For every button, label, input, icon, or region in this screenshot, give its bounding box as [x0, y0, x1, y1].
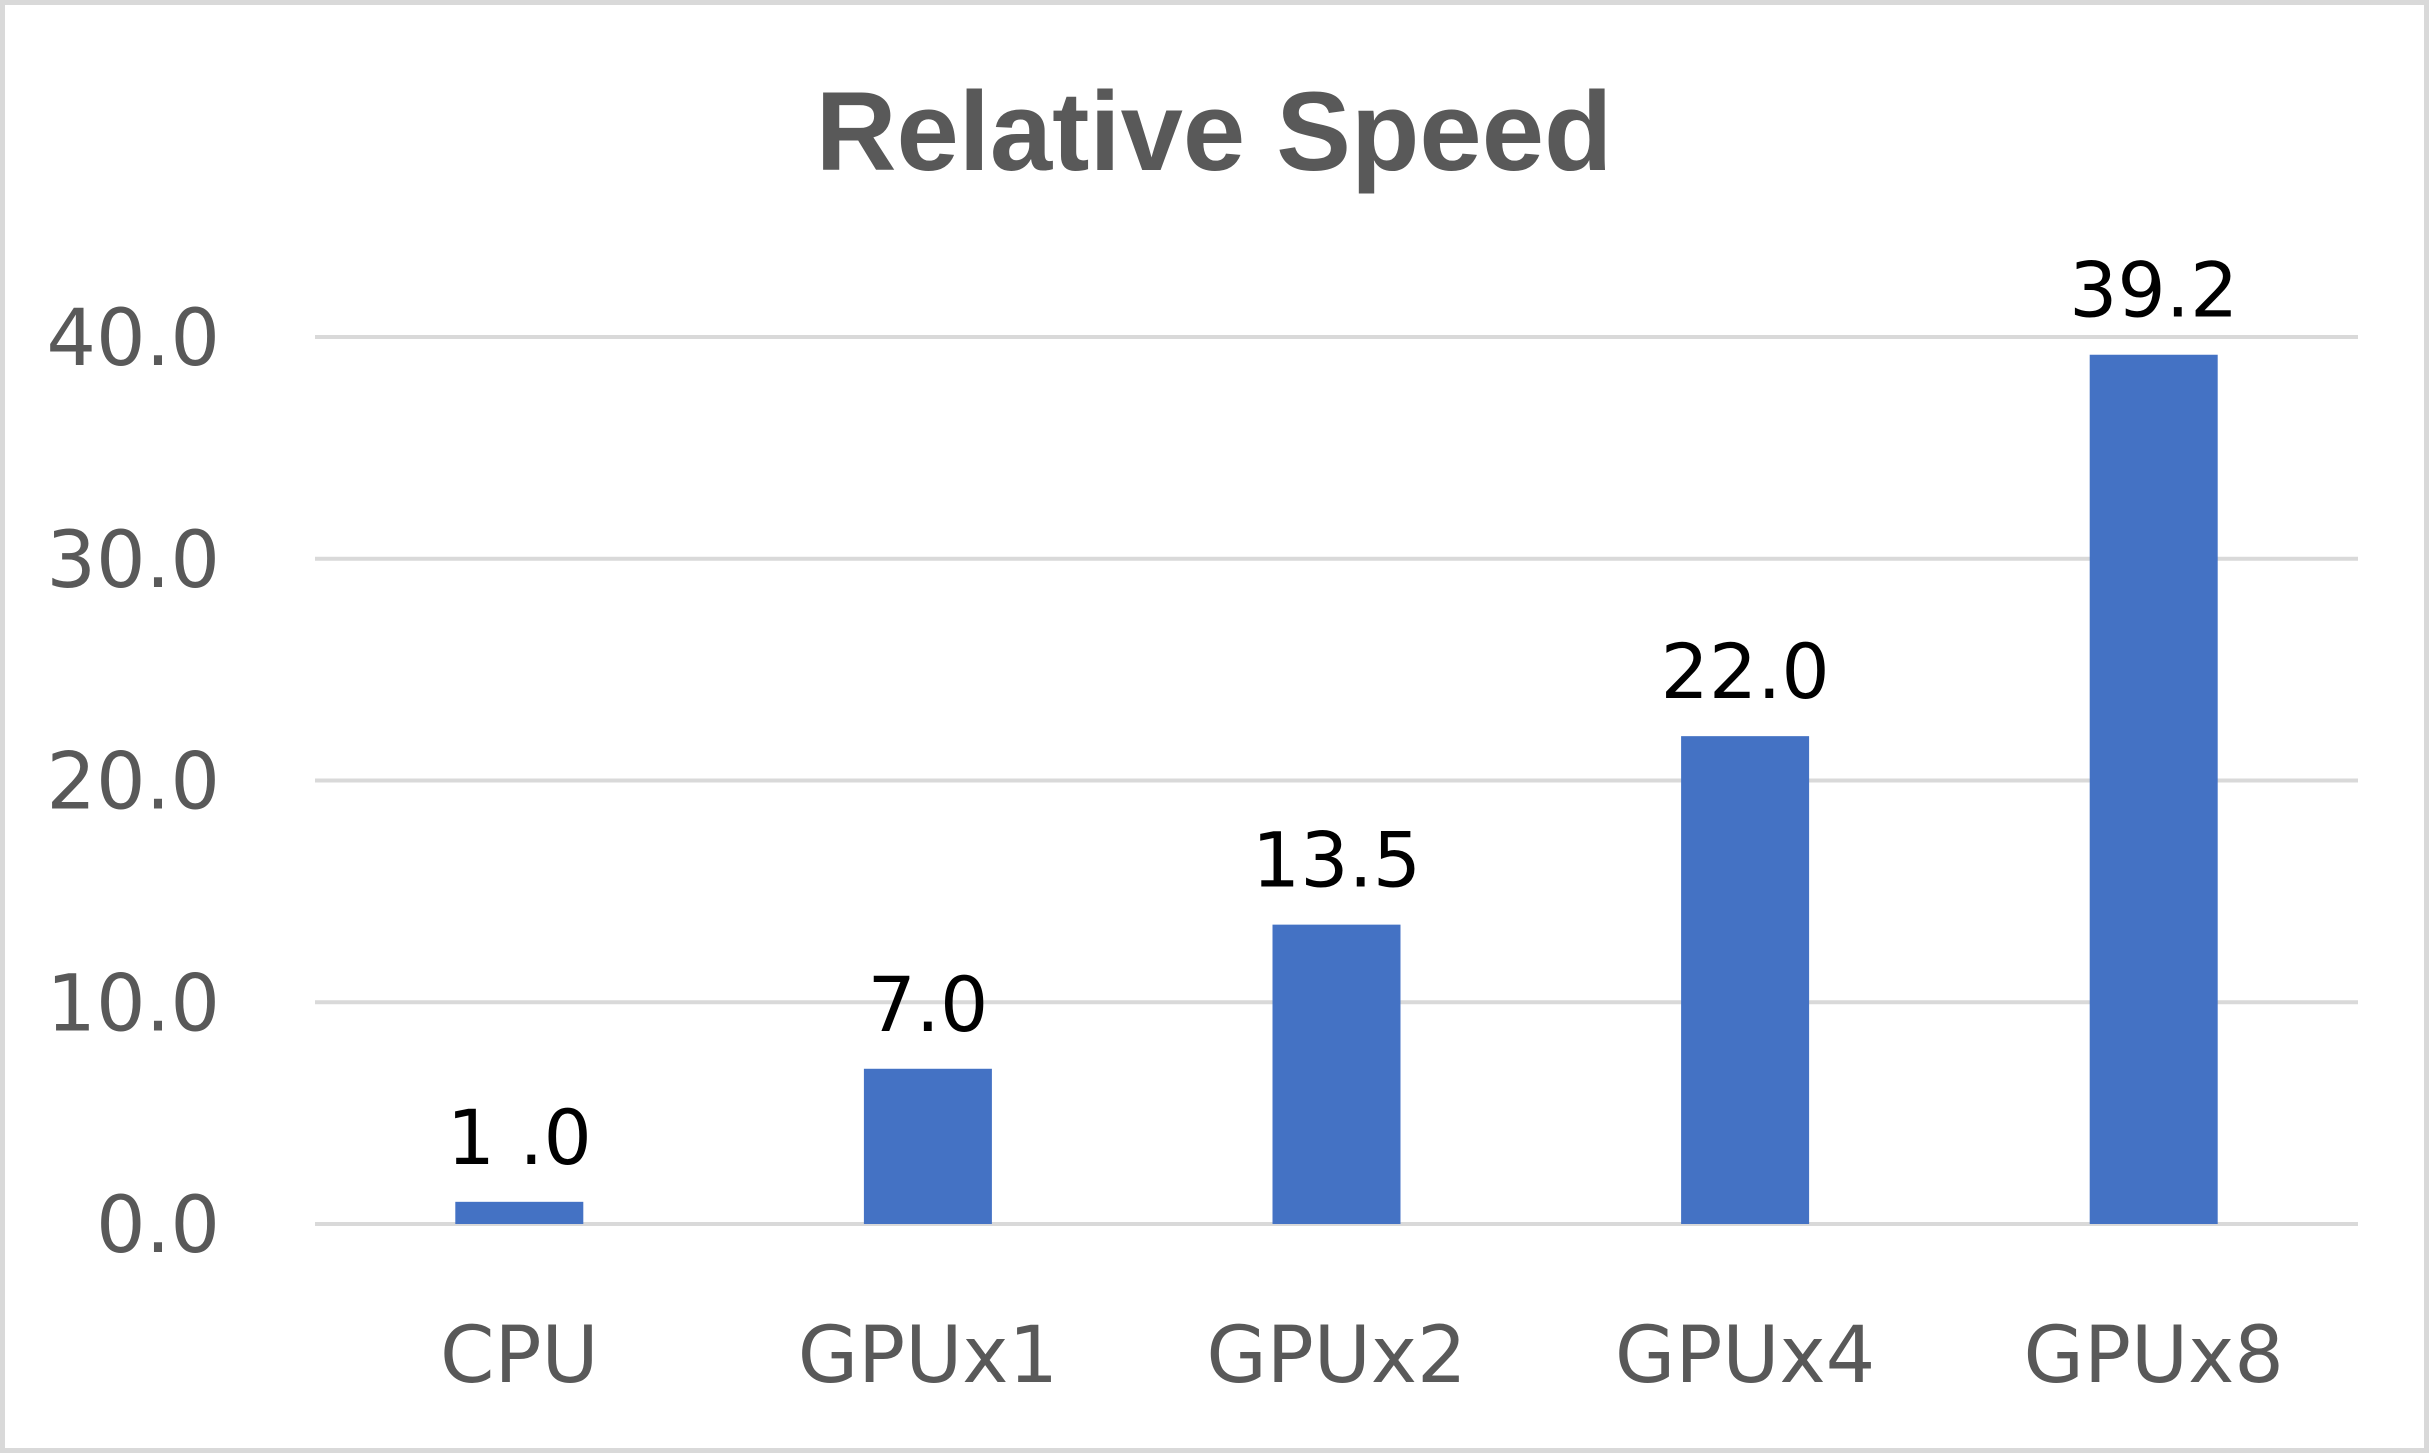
x-tick-label: CPU — [440, 1311, 599, 1401]
y-tick-label: 10.0 — [46, 959, 220, 1049]
chart-title: Relative Speed — [816, 69, 1613, 194]
y-tick-label: 20.0 — [46, 738, 220, 828]
data-label: 22.0 — [1660, 627, 1829, 716]
bar-gpux2 — [1272, 924, 1401, 1224]
x-tick-label: GPUx2 — [1206, 1311, 1466, 1401]
bar-gpux8 — [2089, 354, 2218, 1224]
bars — [455, 354, 2218, 1224]
data-label: 13.5 — [1252, 816, 1421, 905]
data-labels: 1 .0 7.0 13.5 22.0 39.2 — [447, 246, 2239, 1182]
x-tick-label: GPUx4 — [1615, 1311, 1875, 1401]
x-tick-label: GPUx1 — [798, 1311, 1058, 1401]
y-tick-label: 0.0 — [96, 1181, 220, 1271]
y-tick-label: 40.0 — [46, 294, 220, 384]
data-label: 39.2 — [2069, 246, 2238, 335]
y-axis-tick-labels: 0.0 10.0 20.0 30.0 40.0 — [46, 294, 220, 1271]
data-label: 1 .0 — [447, 1093, 592, 1182]
bar-cpu — [455, 1201, 584, 1224]
bar-gpux1 — [863, 1068, 992, 1224]
x-axis-tick-labels: CPU GPUx1 GPUx2 GPUx4 GPUx8 — [440, 1311, 2284, 1401]
x-tick-label: GPUx8 — [2024, 1311, 2284, 1401]
data-label: 7.0 — [867, 960, 988, 1049]
y-tick-label: 30.0 — [46, 516, 220, 606]
bar-gpux4 — [1681, 736, 1810, 1224]
